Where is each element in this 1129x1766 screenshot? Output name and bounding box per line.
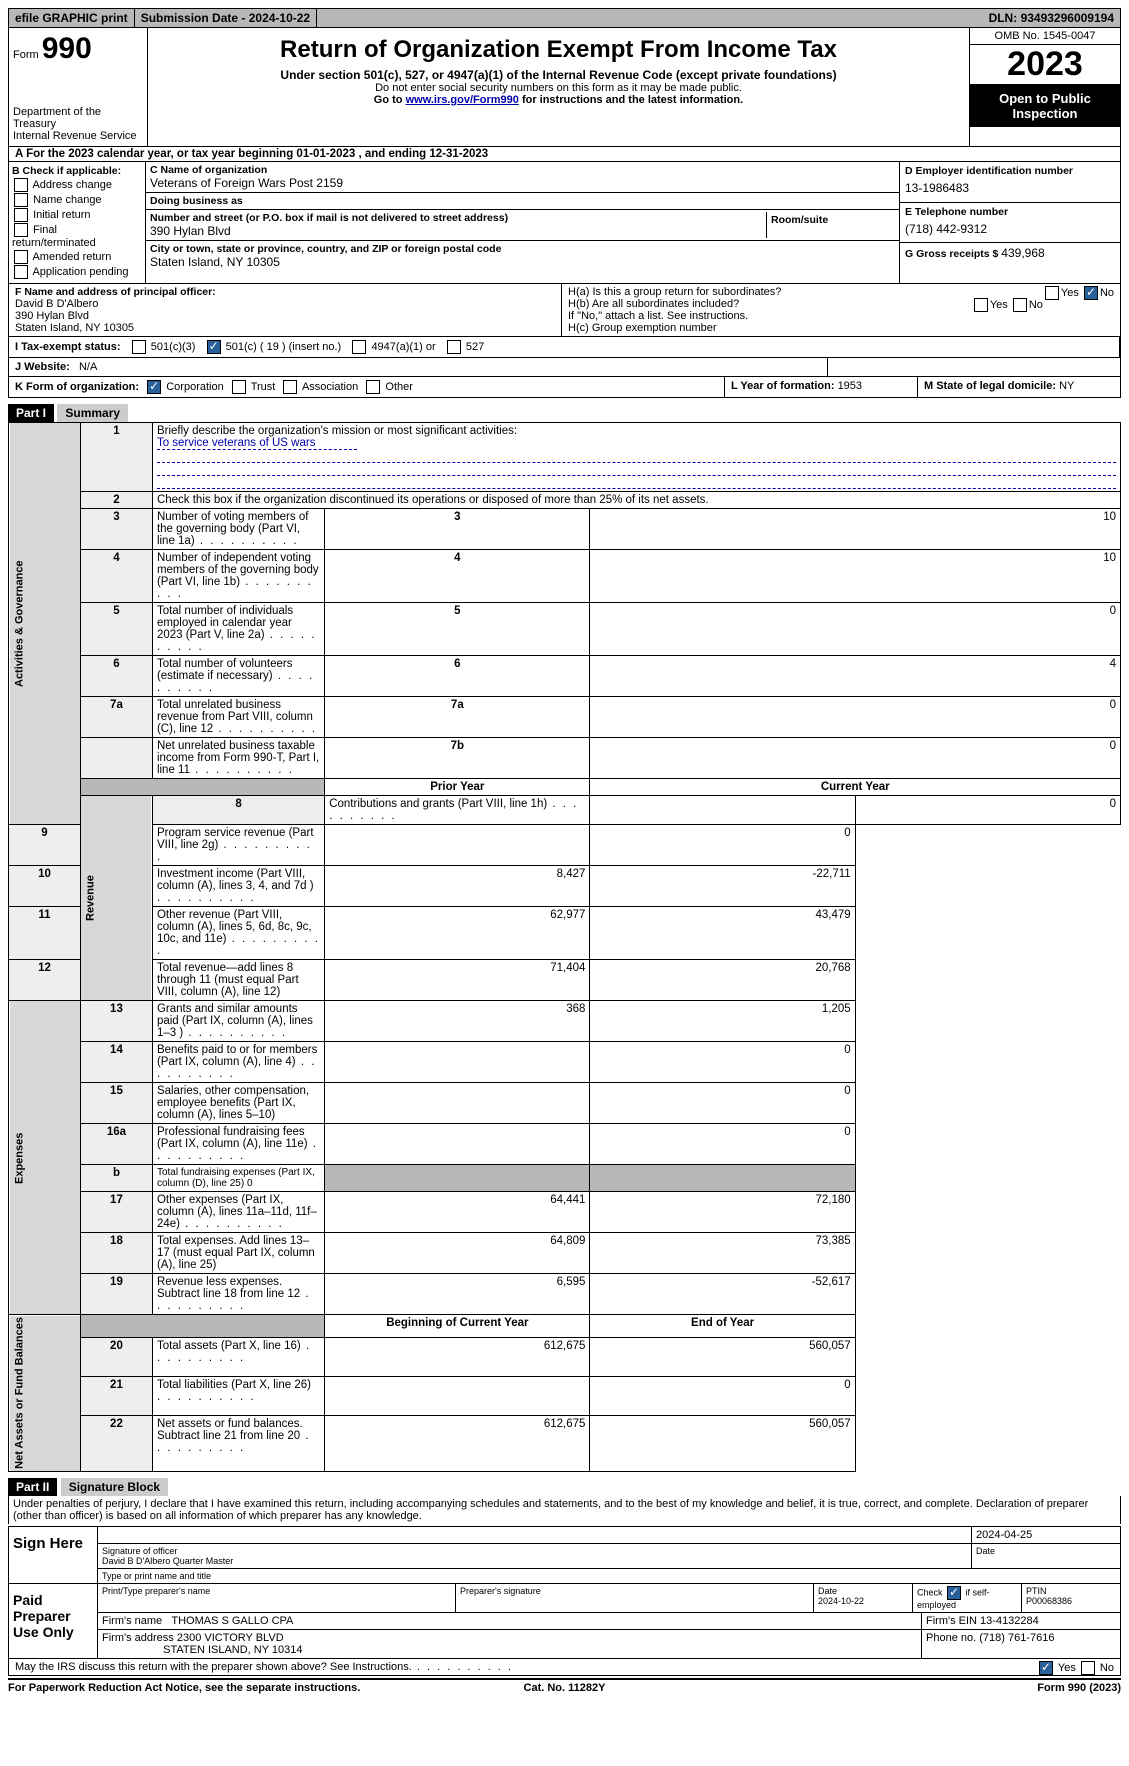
chk-self-employed[interactable] — [947, 1586, 961, 1600]
public-inspection: Open to Public Inspection — [970, 85, 1120, 127]
row-klm: K Form of organization: Corporation Trus… — [8, 377, 1121, 398]
firm-ein: 13-4132284 — [980, 1615, 1039, 1627]
officer-name: David B D'Albero — [15, 298, 98, 310]
dept-treasury: Department of the Treasury Internal Reve… — [13, 106, 143, 142]
chk-address-change[interactable]: Address change — [12, 178, 142, 192]
efile-label: efile GRAPHIC print — [9, 9, 135, 27]
side-expenses: Expenses — [9, 1001, 81, 1315]
tax-year: 2023 — [970, 45, 1120, 85]
chk-other[interactable] — [366, 380, 380, 394]
summary-table: Activities & Governance 1 Briefly descri… — [8, 422, 1121, 1472]
signature-block: Sign Here 2024-04-25 Signature of office… — [8, 1526, 1121, 1659]
city-state-zip: Staten Island, NY 10305 — [150, 255, 895, 269]
row-fh: F Name and address of principal officer:… — [8, 284, 1121, 337]
form-number: 990 — [42, 32, 92, 65]
chk-501c[interactable] — [207, 340, 221, 354]
chk-discuss-no[interactable] — [1081, 1661, 1095, 1675]
box-f: F Name and address of principal officer:… — [9, 284, 562, 336]
street-address: 390 Hylan Blvd — [150, 224, 766, 238]
ssn-note: Do not enter social security numbers on … — [152, 82, 965, 94]
chk-4947[interactable] — [352, 340, 366, 354]
side-netassets: Net Assets or Fund Balances — [9, 1315, 81, 1472]
chk-ha-yes[interactable] — [1045, 286, 1059, 300]
row-i: I Tax-exempt status: 501(c)(3) 501(c) ( … — [8, 337, 1121, 358]
box-hc — [828, 358, 1120, 376]
form-subtitle: Under section 501(c), 527, or 4947(a)(1)… — [152, 68, 965, 82]
irs-link[interactable]: www.irs.gov/Form990 — [406, 94, 519, 106]
top-bar: efile GRAPHIC print Submission Date - 20… — [8, 8, 1121, 28]
firm-name: THOMAS S GALLO CPA — [171, 1615, 293, 1627]
chk-hb-no[interactable] — [1013, 298, 1027, 312]
chk-name-change[interactable]: Name change — [12, 193, 142, 207]
website: N/A — [79, 361, 97, 373]
chk-501c3[interactable] — [132, 340, 146, 354]
ein: 13-1986483 — [905, 181, 1115, 195]
part2-title: Signature Block — [61, 1478, 168, 1496]
gross-receipts: 439,968 — [1001, 246, 1044, 260]
box-e: E Telephone number (718) 442-9312 — [900, 203, 1120, 244]
row-j: J Website: N/A — [8, 358, 1121, 377]
dln: DLN: 93493296009194 — [983, 9, 1120, 27]
chk-hb-yes[interactable] — [974, 298, 988, 312]
omb-number: OMB No. 1545-0047 — [970, 28, 1120, 45]
submission-date: Submission Date - 2024-10-22 — [135, 9, 317, 27]
chk-discuss-yes[interactable] — [1039, 1661, 1053, 1675]
form-word: Form — [13, 49, 39, 61]
mission-text: To service veterans of US wars — [157, 437, 357, 450]
side-revenue: Revenue — [80, 796, 152, 1001]
form-title: Return of Organization Exempt From Incom… — [152, 36, 965, 64]
header-block-bcdeg: B Check if applicable: Address change Na… — [8, 162, 1121, 284]
firm-phone: (718) 761-7616 — [979, 1632, 1054, 1644]
sign-date: 2024-04-25 — [972, 1527, 1120, 1543]
form-header: Form 990 Department of the Treasury Inte… — [8, 28, 1121, 147]
paid-preparer: Paid Preparer Use Only — [9, 1584, 98, 1658]
box-b: B Check if applicable: Address change Na… — [9, 162, 146, 283]
chk-amended-return[interactable]: Amended return — [12, 250, 142, 264]
chk-527[interactable] — [447, 340, 461, 354]
phone: (718) 442-9312 — [905, 222, 1115, 236]
chk-initial-return[interactable]: Initial return — [12, 208, 142, 222]
row-a-tax-year: A For the 2023 calendar year, or tax yea… — [8, 147, 1121, 162]
chk-ha-no[interactable] — [1084, 286, 1098, 300]
chk-assoc[interactable] — [283, 380, 297, 394]
domicile-state: NY — [1059, 380, 1074, 392]
part2-header: Part II — [8, 1478, 57, 1496]
side-governance: Activities & Governance — [9, 423, 81, 825]
box-h: H(a) Is this a group return for subordin… — [562, 284, 1120, 336]
penalty-statement: Under penalties of perjury, I declare th… — [8, 1496, 1121, 1524]
officer-sig-name: David B D'Albero Quarter Master — [102, 1556, 233, 1566]
chk-application-pending[interactable]: Application pending — [12, 265, 142, 279]
page-footer: For Paperwork Reduction Act Notice, see … — [8, 1678, 1121, 1694]
ptin: P00068386 — [1026, 1596, 1072, 1606]
chk-trust[interactable] — [232, 380, 246, 394]
chk-corp[interactable] — [147, 380, 161, 394]
year-formed: 1953 — [838, 380, 862, 392]
org-name: Veterans of Foreign Wars Post 2159 — [150, 176, 895, 190]
part1-title: Summary — [57, 404, 128, 422]
chk-final-return[interactable]: Final return/terminated — [12, 223, 142, 249]
box-g: G Gross receipts $ 439,968 — [900, 243, 1120, 283]
sign-here: Sign Here — [9, 1527, 98, 1583]
part1-header: Part I — [8, 404, 54, 422]
box-d: D Employer identification number 13-1986… — [900, 162, 1120, 203]
box-c: C Name of organization Veterans of Forei… — [146, 162, 899, 283]
discuss-row: May the IRS discuss this return with the… — [8, 1659, 1121, 1676]
